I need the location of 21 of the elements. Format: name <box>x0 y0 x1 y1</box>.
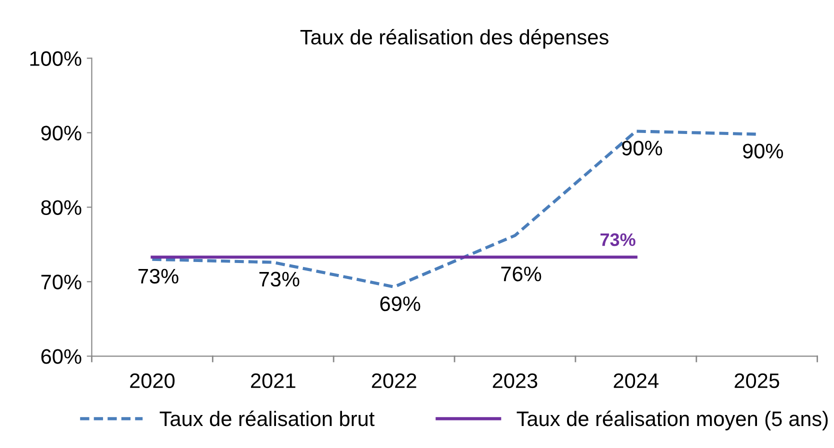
data-label: 73% <box>138 268 178 284</box>
y-tick-label: 60% <box>41 349 82 364</box>
y-tick-label: 100% <box>30 51 82 66</box>
data-label: 90% <box>622 140 662 156</box>
x-tick-label: 2024 <box>614 373 658 388</box>
chart-title: Taux de réalisation des dépenses <box>300 29 608 49</box>
data-label: 73% <box>259 272 300 287</box>
x-tick-label: 2025 <box>734 373 780 388</box>
legend-label: Taux de réalisation moyen (5 ans) <box>516 410 828 430</box>
y-tick-label: 70% <box>41 274 82 290</box>
x-tick-label: 2021 <box>251 373 296 388</box>
data-label: 76% <box>501 266 542 282</box>
data-label: 73% <box>600 233 636 246</box>
x-tick-label: 2023 <box>492 373 538 388</box>
data-label: 69% <box>380 296 420 312</box>
data-label: 90% <box>743 144 784 158</box>
x-tick-label: 2022 <box>372 373 416 388</box>
y-tick-label: 80% <box>41 200 82 215</box>
legend-label: Taux de réalisation brut <box>160 410 375 426</box>
x-tick-label: 2020 <box>130 373 175 388</box>
y-tick-label: 90% <box>41 126 82 140</box>
